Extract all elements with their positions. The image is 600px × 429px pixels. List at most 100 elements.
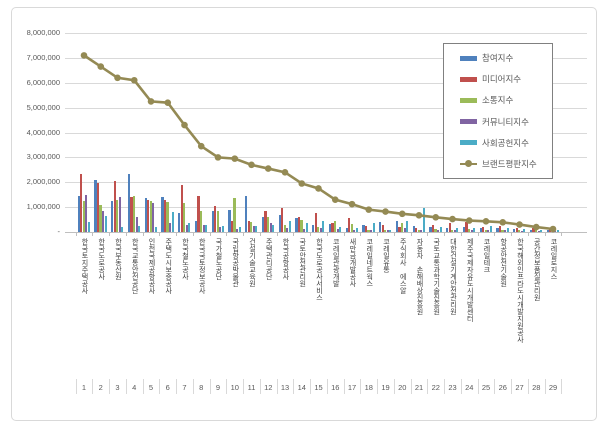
brand-index-line-icon — [460, 160, 477, 168]
rank-separator — [460, 379, 462, 394]
rank-label: 15 — [314, 383, 323, 392]
rank-separator — [494, 379, 496, 394]
line-marker — [449, 215, 456, 223]
axis-tick — [293, 232, 295, 236]
bar — [236, 229, 239, 232]
bar — [121, 227, 124, 232]
category-label: 한국도로공사 — [97, 238, 105, 280]
category-label: 한국해외인프라도시개발지원공사 — [516, 238, 524, 343]
category-label: 자동차 손해배상진흥원 — [416, 238, 423, 315]
rank-label: 12 — [264, 383, 273, 392]
rank-separator — [326, 379, 328, 394]
rank-separator — [75, 379, 77, 394]
gridline — [65, 33, 587, 34]
axis-tick — [544, 232, 546, 236]
rank-label: 16 — [331, 383, 340, 392]
line-marker — [164, 99, 172, 106]
rank-label: 6 — [165, 383, 170, 392]
rank-separator — [276, 379, 278, 394]
line-marker — [264, 165, 272, 172]
bar — [484, 229, 487, 232]
legend-label: 참여지수 — [482, 53, 514, 64]
y-axis-tick-label: 5,000,000 — [26, 102, 60, 112]
y-axis-tick-label: 3,000,000 — [26, 152, 60, 162]
bar — [546, 229, 549, 232]
rank-separator — [310, 379, 312, 394]
line-marker — [281, 169, 289, 176]
bar — [453, 230, 456, 232]
legend-label: 커뮤니티지수 — [482, 116, 529, 127]
rank-label: 4 — [132, 383, 137, 392]
bar — [171, 212, 174, 232]
bar — [437, 230, 440, 232]
rank-separator — [377, 379, 379, 394]
community-swatch-icon — [460, 119, 477, 125]
rank-separator — [427, 379, 429, 394]
rank-separator — [511, 379, 513, 394]
axis-tick — [226, 232, 228, 236]
category-label: 국토교통과학기술진흥원 — [432, 238, 440, 315]
axis-tick — [310, 232, 312, 236]
line-marker — [231, 155, 239, 162]
rank-label: 17 — [347, 383, 357, 392]
legend-item-participation: 참여지수 — [460, 51, 552, 65]
gridline — [65, 182, 587, 184]
rank-label: 20 — [398, 383, 407, 392]
bar — [529, 229, 533, 232]
gridline — [65, 207, 587, 209]
legend-item-communication: 소통지수 — [460, 93, 552, 107]
rank-label: 22 — [431, 383, 440, 392]
media-swatch-icon — [460, 76, 477, 82]
category-label: 국립항공박물관 — [231, 238, 239, 287]
category-label: 인천국제공항공사 — [148, 238, 155, 294]
bar — [188, 223, 191, 232]
rank-separator — [444, 379, 446, 394]
bar — [513, 229, 516, 232]
x-axis-line — [65, 232, 587, 233]
line-marker — [181, 121, 188, 129]
rank-label: 27 — [515, 383, 524, 392]
rank-separator — [109, 379, 111, 394]
bar — [353, 229, 356, 232]
y-axis-tick-label: - — [57, 227, 61, 236]
bar — [370, 229, 373, 232]
line-marker — [147, 98, 155, 105]
bar — [221, 225, 224, 232]
rank-label: 10 — [230, 383, 239, 392]
category-label: 제주국제자유도시개발센터 — [466, 238, 474, 322]
y-axis-tick-label: 6,000,000 — [26, 77, 60, 87]
rank-separator — [243, 379, 245, 394]
y-axis-tick-label: 1,000,000 — [26, 202, 60, 212]
line-marker — [499, 218, 507, 226]
bar — [233, 198, 236, 232]
rank-label: 18 — [364, 383, 373, 392]
axis-tick — [511, 232, 513, 236]
bar — [417, 229, 420, 232]
category-label: 주택관리공단 — [265, 238, 273, 280]
bar — [87, 221, 90, 232]
legend-label: 사회공헌지수 — [482, 137, 529, 148]
rank-label: 11 — [247, 383, 256, 392]
line-marker — [415, 212, 423, 219]
bar — [104, 215, 107, 232]
bar — [336, 229, 339, 232]
axis-tick — [410, 232, 412, 236]
category-label: 새만금개발공사 — [349, 238, 356, 287]
bar — [389, 229, 392, 232]
bar — [534, 229, 538, 232]
bar — [272, 224, 275, 232]
category-label: 한국교통안전공단 — [131, 238, 139, 294]
y-axis-tick-label: 4,000,000 — [26, 127, 60, 137]
line-marker — [482, 218, 490, 225]
rank-separator — [125, 379, 127, 394]
bar — [537, 230, 540, 232]
line-marker — [197, 142, 205, 150]
rank-label: 29 — [548, 383, 558, 392]
bar — [556, 230, 559, 232]
bar — [77, 195, 80, 232]
rank-label: 8 — [199, 383, 204, 392]
bar — [386, 229, 389, 232]
axis-tick — [393, 232, 395, 236]
bar — [420, 230, 423, 232]
category-label: 한국공항공사 — [282, 238, 289, 280]
